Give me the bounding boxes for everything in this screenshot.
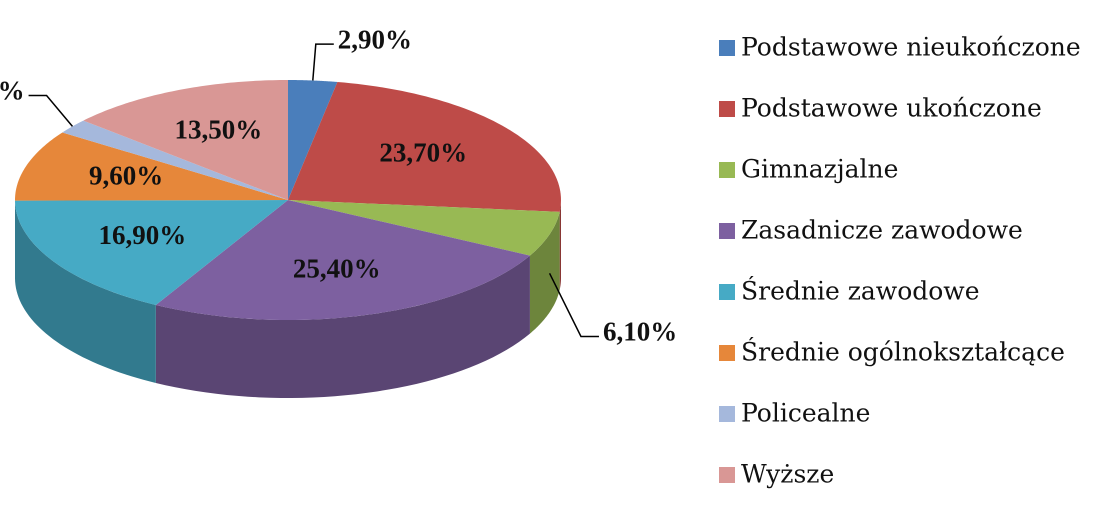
- legend-swatch: [719, 406, 735, 422]
- slice-side: [529, 211, 560, 334]
- slice: [288, 81, 561, 212]
- legend-label: Gimnazjalne: [741, 155, 898, 184]
- slice: [15, 132, 289, 201]
- slice-side: [155, 255, 530, 398]
- slice: [288, 80, 338, 200]
- legend-swatch: [719, 40, 735, 56]
- slice: [83, 80, 288, 200]
- data-label: 9,60%: [89, 160, 163, 190]
- data-label: 2%: [0, 76, 25, 106]
- legend-label: Policealne: [741, 399, 870, 428]
- slice: [15, 200, 289, 306]
- data-label: 25,40%: [293, 253, 381, 283]
- legend-swatch: [719, 345, 735, 361]
- legend-label: Podstawowe ukończone: [741, 94, 1042, 123]
- slice: [62, 120, 289, 200]
- legend-swatch: [719, 101, 735, 117]
- legend-label: Średnie zawodowe: [741, 277, 980, 306]
- legend-swatch: [719, 223, 735, 239]
- data-label: 13,50%: [175, 114, 263, 144]
- leader-line: [28, 94, 74, 127]
- legend-label: Średnie ogólnokształcące: [741, 338, 1065, 367]
- data-label: 2,90%: [338, 24, 412, 54]
- slice-side: [559, 200, 561, 290]
- data-label: 16,90%: [99, 220, 187, 250]
- slice-side: [15, 200, 156, 384]
- legend-swatch: [719, 284, 735, 300]
- slice: [155, 200, 530, 320]
- legend-swatch: [719, 162, 735, 178]
- leader-line: [312, 43, 334, 81]
- leader-line: [548, 273, 599, 338]
- legend-label: Zasadnicze zawodowe: [741, 216, 1023, 245]
- data-label: 23,70%: [379, 137, 467, 167]
- legend-swatch: [719, 467, 735, 483]
- legend-label: Wyższe: [741, 460, 834, 489]
- slice: [288, 200, 560, 256]
- data-label: 6,10%: [603, 317, 677, 347]
- legend-label: Podstawowe nieukończone: [741, 33, 1081, 62]
